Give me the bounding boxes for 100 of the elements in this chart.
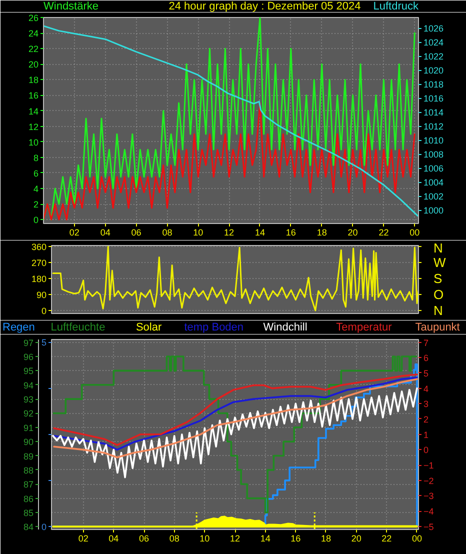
text: O: [434, 287, 444, 302]
y-tick-label: 20: [28, 60, 39, 70]
y3-tick-label: 0: [424, 445, 429, 456]
chart-title: 24 hour graph day : Dezember 05 2024: [168, 0, 361, 12]
y2-tick-label: 1026: [424, 24, 444, 34]
y2-axis-title: Luftdruck: [373, 0, 419, 12]
x-tick-label: 16: [290, 534, 301, 544]
text: Solar: [136, 322, 162, 334]
y-tick-label: 6: [33, 168, 39, 178]
y2-tick-label: 1000: [424, 206, 444, 216]
y2-tick-label: 1024: [424, 38, 444, 48]
x-tick-label: 06: [131, 228, 142, 238]
y-tick-label: 87: [23, 480, 34, 490]
y-tick-label: 14: [28, 106, 39, 116]
text: Windchill: [263, 322, 308, 334]
y3-tick-label: −2: [424, 476, 434, 486]
text: Regen: [2, 322, 35, 334]
y-tick-label: 360: [31, 242, 47, 252]
y-tick-label: 0: [41, 306, 47, 316]
y3-tick-label: −5: [424, 522, 434, 532]
y-tick-label: 88: [23, 465, 34, 476]
text: N: [434, 240, 443, 256]
y-tick-label: 97: [23, 338, 34, 348]
y2-tick-label: 1020: [424, 66, 444, 76]
y3-tick-label: −4: [424, 506, 434, 517]
x-tick-label: 10: [200, 534, 210, 544]
y-tick-label: 96: [23, 352, 34, 362]
y-tick-label: 0: [33, 215, 39, 226]
y2-tick-label: 1018: [424, 80, 444, 90]
y3-tick-label: −1: [424, 460, 434, 471]
y-tick-label: 89: [23, 451, 34, 462]
y3-tick-label: 5: [424, 368, 429, 378]
y-tick-label: 93: [23, 394, 34, 405]
x-tick-label: 04: [100, 228, 110, 238]
y3-tick-label: 3: [424, 399, 429, 410]
y2-tick-label: 1022: [424, 52, 444, 62]
y-tick-label: 2: [33, 200, 39, 210]
x-tick-label: 20: [348, 228, 358, 238]
x-tick-label: 00: [412, 534, 422, 544]
x-tick-label: 12: [230, 534, 240, 544]
line-series: [52, 387, 418, 478]
y-tick-label: 92: [23, 408, 34, 419]
y-tick-label: 90: [23, 437, 34, 448]
y2-tick-label: 1016: [424, 94, 444, 104]
y3-tick-label: 1: [424, 430, 429, 440]
y-tick-label: 180: [31, 274, 47, 284]
y-tick-label: 16: [28, 90, 39, 101]
y-tick-label: 84: [23, 522, 34, 532]
text: Luftfeuchte: [50, 322, 106, 334]
y-tick-label: 90: [36, 290, 47, 300]
y2-tick-label: 5: [41, 338, 47, 348]
text: Temperatur: [336, 322, 392, 334]
y3-tick-label: −3: [424, 491, 434, 502]
text: temp Boden: [184, 322, 244, 334]
x-tick-label: 20: [351, 534, 362, 544]
x-tick-label: 10: [193, 228, 204, 238]
y-tick-label: 22: [28, 44, 39, 54]
text: S: [434, 271, 442, 286]
y-axis-title: Windstärke: [44, 0, 99, 12]
y3-tick-label: 7: [424, 338, 429, 348]
y-tick-label: 95: [23, 366, 34, 376]
x-tick-label: 08: [169, 534, 180, 544]
x-tick-label: 18: [316, 228, 327, 238]
y-tick-label: 10: [28, 137, 39, 148]
y-tick-label: 94: [23, 380, 34, 390]
text: N: [434, 302, 443, 318]
x-tick-label: 14: [260, 534, 270, 544]
line-series: [44, 102, 416, 220]
x-tick-label: 08: [162, 228, 172, 238]
y-tick-label: 24: [28, 28, 39, 39]
x-tick-label: 02: [78, 534, 88, 544]
y-tick-label: 85: [23, 508, 34, 518]
x-tick-label: 04: [108, 534, 119, 544]
y-tick-label: 26: [28, 13, 39, 23]
y3-tick-label: 4: [424, 384, 429, 394]
x-tick-label: 22: [382, 534, 392, 544]
y2-tick-label: 1002: [424, 192, 444, 202]
x-tick-label: 06: [139, 534, 150, 544]
y-tick-label: 12: [28, 122, 39, 132]
x-tick-label: 22: [378, 228, 389, 238]
x-tick-label: 02: [69, 228, 80, 238]
y2-tick-label: 1004: [424, 178, 444, 188]
y-tick-label: 18: [28, 75, 39, 86]
x-tick-label: 00: [410, 228, 420, 238]
y-tick-label: 91: [23, 422, 34, 433]
text: Taupunkt: [415, 322, 460, 334]
y3-tick-label: 6: [424, 353, 429, 364]
x-tick-label: 14: [254, 228, 266, 238]
text: W: [434, 255, 446, 270]
y2-tick-label: 1010: [424, 136, 444, 146]
y2-tick-label: 1014: [424, 108, 444, 118]
x-tick-label: 12: [224, 228, 234, 238]
x-tick-label: 18: [320, 534, 331, 544]
y-tick-label: 86: [23, 494, 34, 504]
y-tick-label: 4: [33, 184, 39, 194]
y2-tick-label: 1008: [424, 150, 444, 160]
y2-tick-label: 1006: [424, 164, 444, 174]
x-tick-label: 16: [286, 228, 296, 238]
y-tick-label: 270: [31, 258, 47, 268]
y3-tick-label: 2: [424, 414, 429, 424]
